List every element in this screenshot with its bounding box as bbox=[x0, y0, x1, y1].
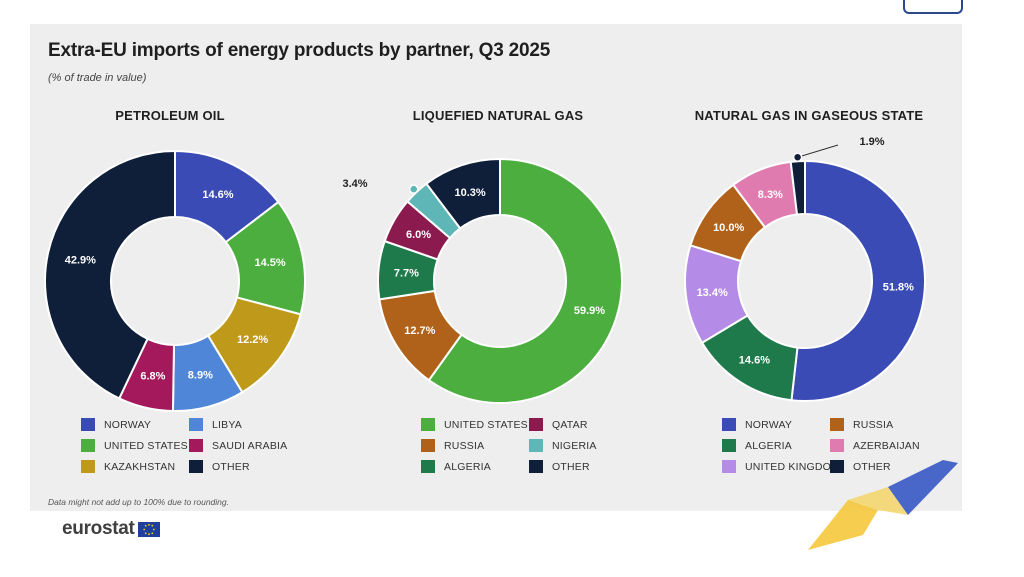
legend-label: UNITED KINGDOM bbox=[745, 460, 840, 473]
legend-item-algeria: ALGERIA bbox=[722, 439, 852, 452]
top-corner-button[interactable] bbox=[903, 0, 963, 14]
legend-swatch bbox=[722, 418, 736, 431]
slice-label-united-states: 14.5% bbox=[255, 257, 286, 269]
legend-item-other: OTHER bbox=[189, 460, 319, 473]
slice-label-russia: 10.0% bbox=[713, 222, 744, 234]
legend-swatch bbox=[189, 439, 203, 452]
legend-label: OTHER bbox=[212, 460, 250, 473]
slice-label-saudi-arabia: 6.8% bbox=[140, 370, 165, 382]
legend-item-saudi-arabia: SAUDI ARABIA bbox=[189, 439, 319, 452]
eu-flag-icon bbox=[137, 521, 160, 537]
callout-dot bbox=[408, 184, 419, 194]
legend-label: LIBYA bbox=[212, 418, 242, 431]
legend-label: QATAR bbox=[552, 418, 588, 431]
eurostat-wordmark: eurostat bbox=[62, 518, 135, 539]
legend-item-other: OTHER bbox=[529, 460, 659, 473]
infographic-panel: Extra-EU imports of energy products by p… bbox=[30, 24, 962, 511]
slice-label-libya: 8.9% bbox=[188, 370, 213, 382]
legend-swatch bbox=[189, 418, 203, 431]
slice-label-algeria: 14.6% bbox=[739, 355, 770, 367]
legend-label: OTHER bbox=[552, 460, 590, 473]
legend-item-russia: RUSSIA bbox=[830, 418, 960, 431]
chart-subtitle: (% of trade in value) bbox=[48, 72, 147, 84]
legend-label: OTHER bbox=[853, 460, 891, 473]
slice-label-russia: 12.7% bbox=[404, 325, 435, 337]
legend-swatch bbox=[830, 460, 844, 473]
legend-label: NIGERIA bbox=[552, 439, 597, 452]
slice-other bbox=[425, 157, 501, 230]
slice-other bbox=[44, 149, 176, 400]
legend-item-azerbaijan: AZERBAIJAN bbox=[830, 439, 960, 452]
slice-label-algeria: 7.7% bbox=[394, 267, 419, 279]
legend-label: AZERBAIJAN bbox=[853, 439, 920, 452]
legend-item-norway: NORWAY bbox=[81, 418, 211, 431]
donut-charts: 14.6% 14.5% 12.2% 8.9% 6.8% 42.9% 59.9% 12.7% 7.… bbox=[44, 136, 926, 412]
lng-title: LIQUEFIED NATURAL GAS bbox=[412, 108, 584, 123]
legend-label: NORWAY bbox=[745, 418, 793, 431]
legend-swatch bbox=[421, 439, 435, 452]
slice-label-azerbaijan: 8.3% bbox=[758, 189, 783, 201]
decorative-swoosh bbox=[808, 460, 958, 550]
legend-swatch bbox=[421, 418, 435, 431]
legend-label: SAUDI ARABIA bbox=[212, 439, 288, 452]
slice-label-norway: 14.6% bbox=[202, 189, 233, 201]
legend-swatch bbox=[529, 418, 543, 431]
slice-label-other: 10.3% bbox=[455, 187, 486, 199]
slice-label-other: 1.9% bbox=[859, 136, 884, 148]
legend-swatch bbox=[722, 460, 736, 473]
legend-label: UNITED STATES bbox=[444, 418, 528, 431]
slice-label-norway: 51.8% bbox=[883, 281, 914, 293]
legend-swatch bbox=[722, 439, 736, 452]
slice-label-united-states: 59.9% bbox=[574, 305, 605, 317]
legend-swatch bbox=[830, 439, 844, 452]
legend-item-united-states: UNITED STATES bbox=[421, 418, 551, 431]
petroleum-oil-title: PETROLEUM OIL bbox=[115, 108, 225, 123]
legend-swatch bbox=[189, 460, 203, 473]
slice-united-states bbox=[427, 157, 623, 404]
legend-swatch bbox=[529, 439, 543, 452]
legend-swatch bbox=[81, 418, 95, 431]
legend-item-united-kingdom: UNITED KINGDOM bbox=[722, 460, 852, 473]
chart-main-title: Extra-EU imports of energy products by p… bbox=[48, 40, 551, 61]
legend-swatch bbox=[529, 460, 543, 473]
slice-label-qatar: 6.0% bbox=[406, 229, 431, 241]
legend-item-russia: RUSSIA bbox=[421, 439, 551, 452]
slice-label-nigeria: 3.4% bbox=[342, 178, 367, 190]
legend-swatch bbox=[81, 460, 95, 473]
legend-item-norway: NORWAY bbox=[722, 418, 852, 431]
slice-label-kazakhstan: 12.2% bbox=[237, 334, 268, 346]
legend-label: ALGERIA bbox=[745, 439, 792, 452]
legend-item-other: OTHER bbox=[830, 460, 960, 473]
legend-item-algeria: ALGERIA bbox=[421, 460, 551, 473]
legend-item-nigeria: NIGERIA bbox=[529, 439, 659, 452]
callout-dot bbox=[792, 152, 803, 162]
callout-line bbox=[797, 144, 839, 158]
gaseous-gas-title: NATURAL GAS IN GASEOUS STATE bbox=[694, 108, 924, 123]
legend-swatch bbox=[421, 460, 435, 473]
legend-label: RUSSIA bbox=[853, 418, 894, 431]
legend-item-libya: LIBYA bbox=[189, 418, 319, 431]
legend-item-qatar: QATAR bbox=[529, 418, 659, 431]
legend-label: ALGERIA bbox=[444, 460, 491, 473]
legend-label: NORWAY bbox=[104, 418, 152, 431]
legend-label: UNITED STATES bbox=[104, 439, 188, 452]
legend-label: KAZAKHSTAN bbox=[104, 460, 176, 473]
slice-norway bbox=[790, 159, 926, 402]
legend-label: RUSSIA bbox=[444, 439, 485, 452]
legend-item-united-states: UNITED STATES bbox=[81, 439, 211, 452]
legend-swatch bbox=[81, 439, 95, 452]
slice-label-united-kingdom: 13.4% bbox=[697, 287, 728, 299]
footnote: Data might not add up to 100% due to rou… bbox=[48, 497, 229, 507]
legend-item-kazakhstan: KAZAKHSTAN bbox=[81, 460, 211, 473]
eurostat-logo: eurostat bbox=[62, 518, 160, 540]
slice-label-other: 42.9% bbox=[65, 255, 96, 267]
legend-swatch bbox=[830, 418, 844, 431]
